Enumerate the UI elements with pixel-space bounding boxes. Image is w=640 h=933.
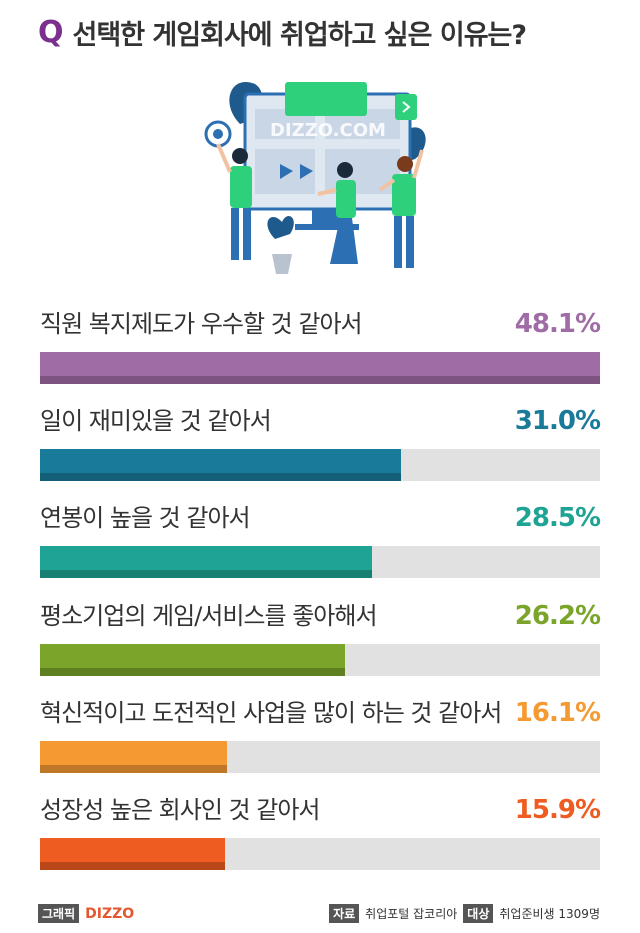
bar: [40, 740, 227, 773]
bar-row: 연봉이 높을 것 같아서 28.5%: [40, 500, 601, 580]
bar-shade: [40, 376, 600, 384]
bar: [40, 352, 600, 384]
question-text: 선택한 게임회사에 취업하고 싶은 이유는?: [72, 19, 528, 51]
bar: [40, 643, 345, 676]
bar-track: [40, 352, 600, 384]
bar-track: [40, 838, 600, 870]
floating-panel-top: [285, 82, 367, 116]
bar-track: [40, 546, 600, 579]
game-company-illustration: DIZZO.COM: [204, 82, 426, 274]
bar-row: 혁신적이고 도전적인 사업을 많이 하는 것 같아서 16.1%: [40, 695, 601, 775]
category-label: 직원 복지제도가 우수할 것 같아서: [40, 310, 363, 338]
source-text: 취업포털 잡코리아: [365, 907, 458, 921]
floating-panel-right: [395, 94, 417, 120]
source-tag: 자료: [329, 904, 360, 923]
target-text: 취업준비생 1309명: [499, 907, 600, 921]
brand-logo: DIZZO: [85, 905, 135, 922]
question-mark: Q: [38, 14, 63, 50]
bar-shade: [40, 862, 225, 870]
bar-track: [40, 449, 600, 482]
bar-row: 일이 재미있을 것 같아서 31.0%: [40, 403, 601, 483]
category-label: 연봉이 높을 것 같아서: [40, 504, 251, 533]
category-label: 혁신적이고 도전적인 사업을 많이 하는 것 같아서: [40, 698, 502, 727]
value-label: 28.5%: [514, 503, 601, 534]
bar-row: 직원 복지제도가 우수할 것 같아서 48.1%: [40, 306, 601, 386]
graphic-tag: 그래픽: [38, 904, 80, 923]
category-label: 일이 재미있을 것 같아서: [40, 407, 272, 436]
value-label: 15.9%: [514, 795, 601, 825]
bar: [40, 838, 225, 870]
target-tag: 대상: [463, 904, 494, 923]
value-label: 31.0%: [514, 406, 601, 437]
value-label: 26.2%: [514, 600, 601, 631]
plant-icon: [267, 215, 294, 239]
bar-shade: [40, 667, 345, 676]
bar-shade: [40, 473, 401, 482]
question-title: Q 선택한 게임회사에 취업하고 싶은 이유는?: [38, 14, 618, 51]
value-label: 48.1%: [514, 309, 601, 339]
bar-track: [40, 643, 600, 676]
bar-shade: [40, 570, 372, 579]
value-label: 16.1%: [514, 697, 601, 728]
category-label: 평소기업의 게임/서비스를 좋아해서: [40, 601, 378, 630]
bar: [40, 546, 372, 579]
play-icon: [280, 164, 293, 179]
footer: 그래픽 DIZZO 자료 취업포털 잡코리아 대상 취업준비생 1309명: [38, 902, 600, 924]
bar-row: 성장성 높은 회사인 것 같아서 15.9%: [40, 792, 601, 872]
bar-row: 평소기업의 게임/서비스를 좋아해서 26.2%: [40, 598, 601, 678]
bar: [40, 449, 401, 482]
bar-shade: [40, 764, 227, 773]
bar-track: [40, 740, 600, 773]
watermark-text: DIZZO.COM: [270, 120, 386, 141]
category-label: 성장성 높은 회사인 것 같아서: [40, 796, 320, 824]
